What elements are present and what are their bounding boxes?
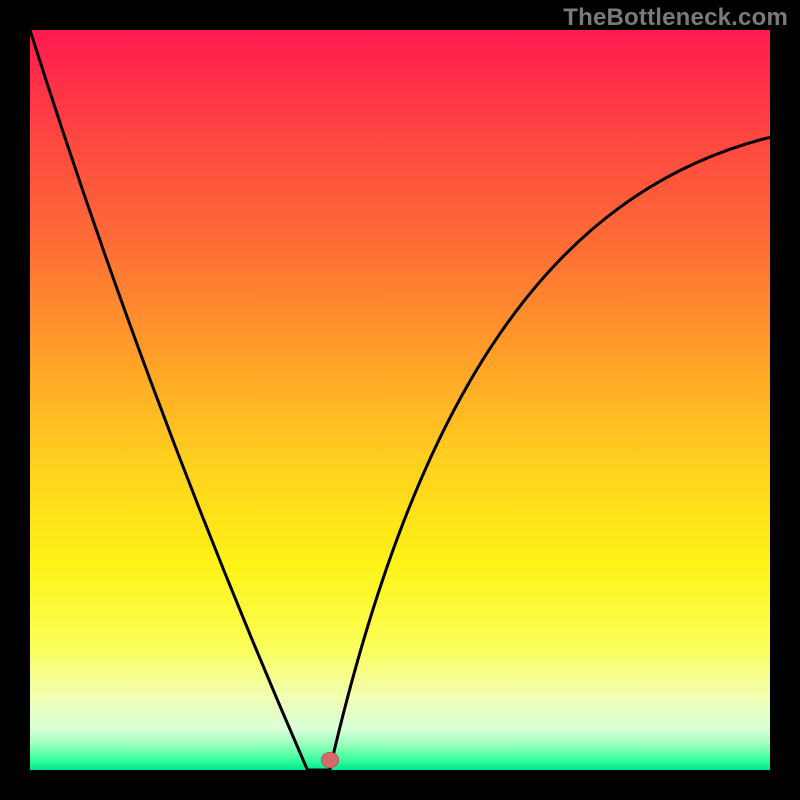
min-marker xyxy=(321,752,339,768)
chart-root: TheBottleneck.com xyxy=(0,0,800,800)
bottleneck-curve xyxy=(30,30,770,770)
plot-area xyxy=(30,30,770,770)
watermark-text: TheBottleneck.com xyxy=(563,4,788,32)
curve-layer xyxy=(30,30,770,770)
